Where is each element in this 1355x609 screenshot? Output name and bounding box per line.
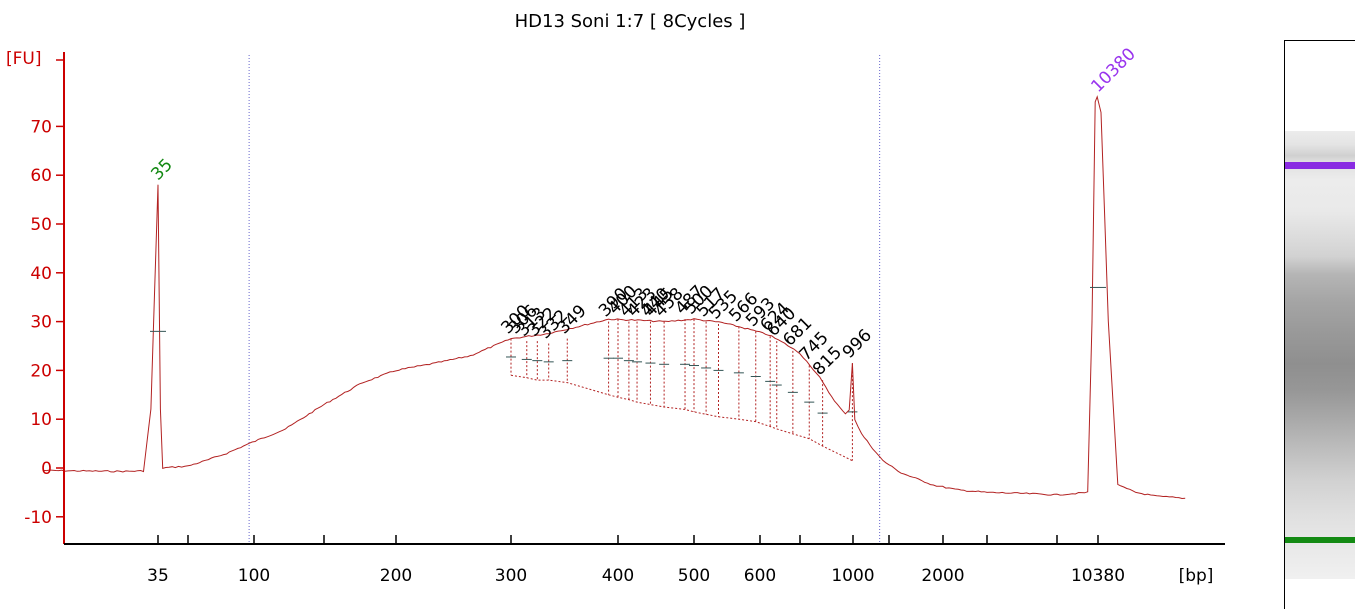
y-axis-label: [FU] — [6, 49, 42, 69]
x-tick-label: 500 — [678, 566, 710, 586]
x-axis-unit-label: [bp] — [1179, 566, 1214, 586]
y-tick-label: 60 — [30, 166, 52, 186]
y-tick-label: 40 — [30, 264, 52, 284]
x-tick-label: 10380 — [1071, 566, 1125, 586]
y-tick-label: -10 — [24, 508, 52, 528]
axes: -10 0 10 20 30 40 50 60 70 35 100 200 300 400 500 600 10… — [24, 52, 1225, 586]
marker-peak-label: 35 — [147, 155, 176, 184]
lower-marker-band — [1285, 537, 1355, 543]
x-tick-label: 400 — [602, 566, 634, 586]
x-tick-label: 200 — [380, 566, 412, 586]
electropherogram-chart: HD13 Soni 1:7 [ 8Cycles ] [FU] [bp] -10 0… — [6, 11, 1225, 586]
x-tick-label: 100 — [238, 566, 270, 586]
y-tick-label: 0 — [41, 459, 52, 479]
gel-image — [1284, 40, 1355, 609]
marker-peak-label: 10380 — [1087, 44, 1139, 96]
x-tick-label: 1000 — [831, 566, 874, 586]
x-tick-label: 2000 — [921, 566, 964, 586]
upper-marker-band — [1285, 162, 1355, 169]
y-tick-label: 30 — [30, 313, 52, 333]
chart-title: HD13 Soni 1:7 [ 8Cycles ] — [515, 11, 746, 32]
peak-baseline — [510, 374, 853, 462]
trace-layer — [43, 95, 1186, 500]
region-markers — [248, 55, 881, 544]
x-tick-label: 35 — [147, 566, 169, 586]
y-tick-label: 50 — [30, 215, 52, 235]
gel-lane — [1285, 131, 1355, 579]
y-tick-label: 70 — [30, 117, 52, 137]
peak-integration-lines — [506, 319, 858, 462]
x-tick-label: 300 — [495, 566, 527, 586]
y-tick-label: 10 — [30, 410, 52, 430]
y-tick-label: 20 — [30, 361, 52, 381]
electropherogram-trace — [43, 95, 1186, 500]
x-tick-label: 600 — [744, 566, 776, 586]
